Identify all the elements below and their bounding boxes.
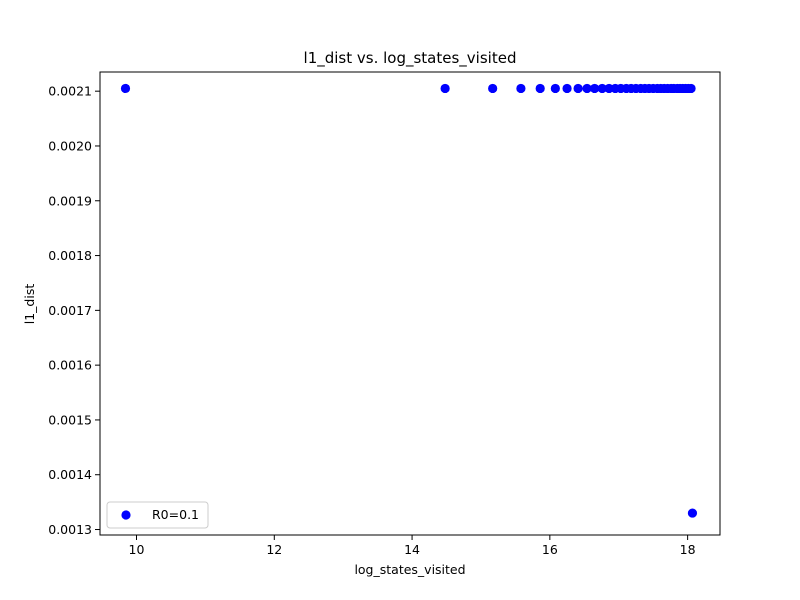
- y-tick-label: 0.0018: [48, 248, 92, 263]
- data-point: [573, 83, 583, 94]
- data-point: [687, 508, 698, 518]
- legend: R0=0.1: [106, 501, 209, 529]
- y-tick-label: 0.0019: [48, 193, 92, 208]
- x-axis: 10 12 14 16 18: [129, 535, 696, 557]
- y-tick-label: 0.0016: [48, 358, 92, 373]
- data-point: [590, 83, 600, 94]
- x-axis-label: log_states_visited: [354, 562, 465, 577]
- x-tick-label: 14: [404, 542, 420, 557]
- data-point: [686, 83, 696, 94]
- y-tick-label: 0.0021: [48, 84, 92, 99]
- data-point: [120, 83, 131, 94]
- x-tick-label: 10: [129, 542, 145, 557]
- data-point: [562, 83, 572, 94]
- legend-frame: [106, 501, 209, 529]
- y-axis-label: l1_dist: [22, 284, 37, 325]
- y-axis: 0.0013 0.0014 0.0015 0.0016 0.0017 0.0018 0.00…: [48, 84, 100, 537]
- x-tick-label: 16: [542, 542, 558, 557]
- plot-frame: [99, 71, 721, 536]
- legend-label: R0=0.1: [152, 507, 199, 522]
- x-tick-label: 18: [680, 542, 696, 557]
- data-point: [535, 83, 545, 94]
- data-point: [550, 83, 560, 94]
- data-point: [488, 83, 498, 94]
- data-point: [440, 83, 450, 94]
- y-tick-label: 0.0013: [48, 522, 92, 537]
- legend-marker: [121, 510, 131, 520]
- x-tick-label: 12: [266, 542, 282, 557]
- y-tick-label: 0.0020: [48, 138, 92, 153]
- data-point: [516, 83, 526, 94]
- y-tick-label: 0.0015: [48, 412, 92, 427]
- plot-area: [120, 83, 698, 518]
- data-point: [597, 83, 607, 94]
- y-tick-label: 0.0017: [48, 303, 92, 318]
- y-tick-label: 0.0014: [48, 467, 92, 482]
- chart-title: l1_dist vs. log_states_visited: [304, 49, 517, 68]
- data-point: [582, 83, 592, 94]
